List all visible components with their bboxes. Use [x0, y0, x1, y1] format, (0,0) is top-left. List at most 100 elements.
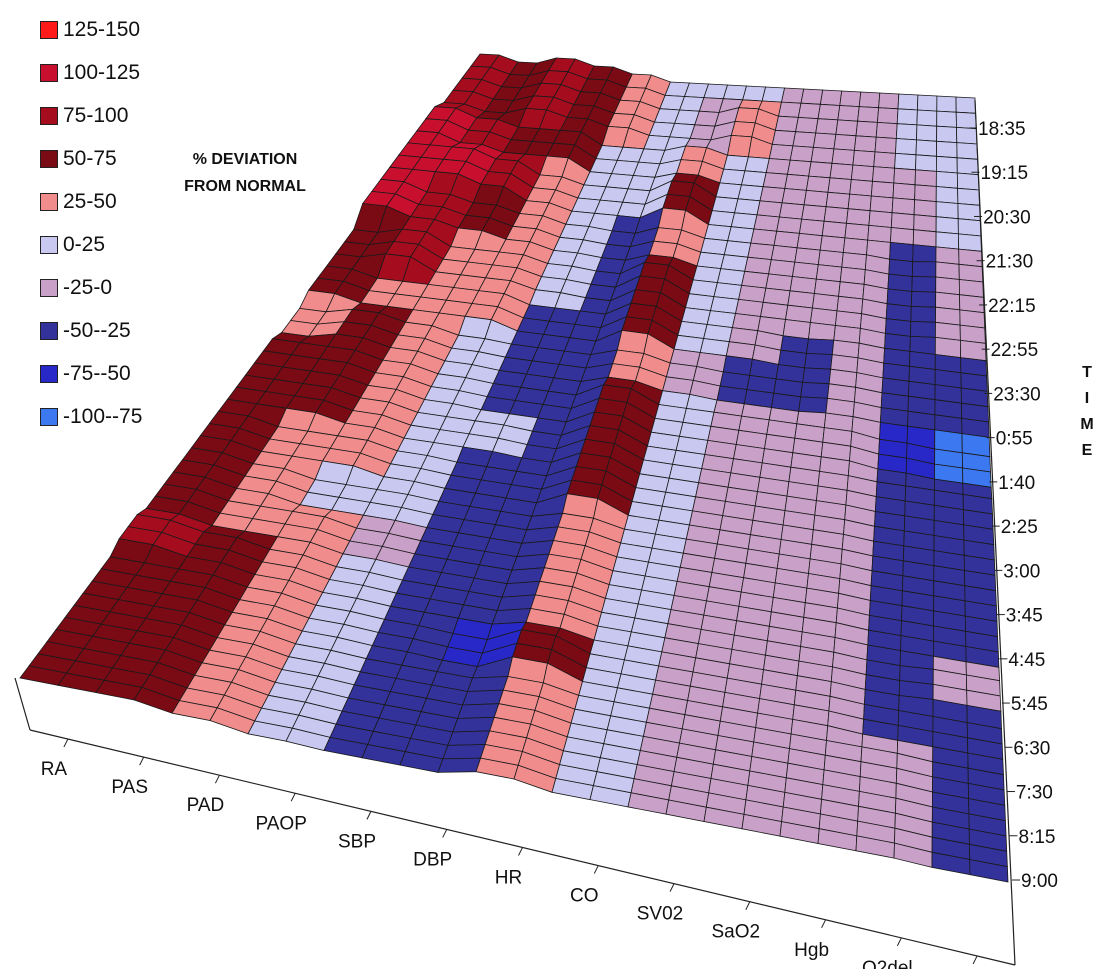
x-tick-mark: [63, 738, 69, 748]
surface-cell: [831, 148, 855, 166]
surface-cell: [719, 168, 746, 186]
surface-cell: [491, 608, 532, 625]
surface-cell: [784, 173, 810, 191]
y-axis-line: [974, 99, 1016, 966]
surface-cell: [768, 143, 794, 161]
surface-cell: [452, 716, 495, 733]
x-tick-label: CO: [570, 886, 599, 907]
x-tick-label: PAS: [111, 777, 148, 798]
surface-cell: [804, 352, 833, 370]
surface-cell: [616, 329, 649, 354]
surface-cell: [893, 167, 916, 186]
time-axis-letter: M: [1080, 416, 1094, 433]
surface-cell: [800, 88, 824, 105]
surface-cell: [808, 322, 836, 341]
surface-cell: [833, 133, 857, 151]
surface-cell: [870, 180, 895, 199]
legend-label: -25-0: [63, 275, 113, 299]
legend: 125-150 100-125 75-100 50-75 25-50 0-25 -25-0 -…: [40, 8, 210, 438]
surface-cell: [781, 188, 807, 206]
x-tick-mark: [139, 756, 145, 766]
surface-cell: [911, 261, 937, 278]
y-tick-label: 7:30: [1016, 783, 1053, 804]
x-tick-mark: [290, 793, 296, 802]
surface-cell: [874, 136, 897, 154]
surface-cell: [876, 107, 899, 125]
legend-label: -100--75: [63, 404, 143, 428]
surface-cell: [894, 152, 917, 171]
z-axis-line: [14, 677, 31, 731]
surface-cell: [969, 859, 1009, 883]
surface-cell: [872, 166, 896, 184]
surface-cell: [765, 158, 791, 175]
x-tick-mark: [896, 937, 902, 947]
surface-cell: [957, 233, 982, 252]
legend-item: 25-50: [40, 180, 210, 223]
surface-cell: [792, 131, 817, 148]
legend-swatch: [40, 321, 58, 340]
y-tick-label: 6:30: [1013, 738, 1050, 759]
legend-label: -50--25: [63, 318, 131, 342]
y-tick-label: 3:00: [1003, 561, 1040, 582]
surface-cell: [936, 95, 957, 113]
surface-cell: [437, 757, 482, 773]
x-tick-mark: [669, 883, 675, 892]
legend-item: -75--50: [40, 352, 210, 395]
time-axis-letter: T: [1082, 364, 1092, 381]
x-tick-mark: [214, 774, 220, 784]
surface-cell: [914, 169, 937, 187]
legend-swatch: [40, 20, 58, 39]
time-axis-letter: I: [1084, 390, 1090, 407]
surface-cell: [837, 105, 860, 122]
chart-title: % DEVIATION FROM NORMAL: [160, 146, 330, 200]
surface-cell: [796, 232, 823, 251]
surface-cell: [935, 246, 960, 265]
surface-cell: [853, 135, 877, 153]
y-tick-label: 1:40: [998, 473, 1035, 494]
surface-cell: [817, 103, 841, 121]
legend-swatch: [40, 149, 58, 168]
legend-swatch: [40, 235, 58, 254]
surface-cell: [447, 730, 491, 746]
surface-cell: [803, 189, 829, 208]
y-tick-label: 18:35: [978, 119, 1026, 140]
surface-cell: [442, 744, 486, 760]
surface-cell: [847, 193, 872, 212]
surface-cell: [808, 161, 833, 179]
surface-cell: [657, 207, 687, 231]
surface-cell: [912, 229, 937, 248]
surface-cell: [662, 193, 691, 211]
surface-cell: [896, 108, 918, 126]
legend-item: -50--25: [40, 309, 210, 352]
surface-cell: [776, 216, 803, 234]
surface-cell: [815, 118, 839, 135]
surface-cell: [855, 120, 878, 138]
legend-item: -100--75: [40, 395, 210, 438]
surface-cell: [956, 126, 978, 145]
surface-cell: [897, 93, 919, 111]
surface-cell: [770, 244, 798, 263]
legend-label: 75-100: [63, 103, 129, 127]
surface-cell: [795, 116, 819, 134]
legend-item: 0-25: [40, 223, 210, 266]
legend-swatch: [40, 407, 58, 426]
surface-cell: [858, 91, 881, 109]
surface-cell: [756, 200, 783, 218]
surface-cell: [846, 208, 871, 226]
surface-cell: [771, 129, 797, 147]
surface-cell: [955, 96, 977, 114]
surface-cell: [787, 159, 812, 177]
surface-cell: [849, 179, 873, 197]
surface-cell: [935, 186, 959, 204]
surface-cell: [892, 182, 916, 201]
surface-cell: [875, 121, 898, 139]
surface-cell: [916, 109, 938, 127]
surface-cell: [711, 196, 739, 214]
surface-cell: [778, 202, 805, 220]
surface-cell: [910, 291, 937, 308]
chart-title-line-2: FROM NORMAL: [184, 178, 306, 195]
y-tick-label: 19:15: [981, 163, 1029, 184]
y-tick-label: 5:45: [1011, 694, 1048, 715]
surface-cell: [825, 191, 851, 210]
